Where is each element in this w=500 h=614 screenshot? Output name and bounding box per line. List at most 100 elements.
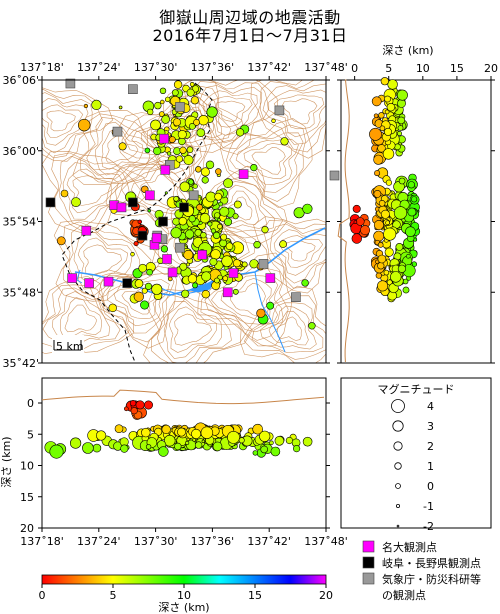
earthquake-marker (160, 99, 165, 105)
ns-earthquake-marker (405, 226, 416, 237)
earthquake-marker (137, 219, 143, 225)
contour-line (259, 80, 326, 153)
contour-line (86, 117, 161, 180)
station-gifu-nagano (158, 216, 168, 227)
ns-axis-title: 深さ (km) (382, 44, 433, 57)
ew-earthquake-marker (124, 406, 129, 412)
ew-depth-label: 20 (20, 522, 34, 535)
river-line (76, 269, 83, 284)
station-jma-nied (329, 170, 340, 181)
ns-earthquake-marker (360, 225, 371, 236)
earthquake-marker (200, 167, 210, 177)
ns-earthquake-marker (386, 102, 396, 112)
contour-line (118, 93, 213, 189)
station-jma-nied (112, 126, 123, 137)
map-lat-label: 36˚06' (2, 74, 39, 87)
station-gifu-nagano (45, 197, 56, 208)
colorbar-tick-label: 20 (319, 589, 333, 602)
ns-earthquake-marker (397, 116, 406, 125)
contour-line (95, 121, 151, 176)
ns-earthquake-marker (384, 247, 394, 257)
earthquake-marker (232, 213, 239, 220)
ns-topography (337, 79, 350, 363)
earthquake-marker (175, 155, 183, 163)
station-jma-nied (175, 242, 185, 253)
earthquake-marker (150, 119, 161, 131)
map-lon-label: 137˚36' (191, 61, 235, 74)
contour-line (286, 240, 316, 262)
ns-earthquake-marker (380, 77, 389, 86)
earthquake-marker (279, 240, 287, 248)
earthquake-marker (205, 160, 215, 170)
contour-line (143, 289, 253, 363)
earthquake-marker (130, 252, 135, 257)
earthquake-marker (223, 178, 233, 189)
magnitude-label: 1 (427, 460, 434, 473)
ns-earthquake-marker (379, 125, 386, 132)
station-nagoya-univ (84, 278, 94, 288)
contour-line (53, 219, 163, 302)
earthquake-marker (170, 227, 182, 239)
contour-line (251, 147, 286, 175)
ew-topography (41, 389, 325, 405)
contour-line (130, 167, 182, 212)
contour-line (100, 272, 175, 334)
contour-line (192, 81, 269, 149)
ew-earthquake-marker (252, 450, 259, 456)
magnitude-label: 4 (427, 400, 434, 413)
contour-line (72, 175, 112, 206)
ew-earthquake-marker (129, 400, 137, 407)
contour-line (219, 118, 313, 208)
contour-line (197, 252, 293, 347)
station-legend-swatch (362, 556, 375, 569)
contour-line (239, 285, 326, 363)
ew-earthquake-marker (270, 446, 281, 457)
earthquake-marker (171, 89, 179, 97)
ns-earthquake-marker (353, 220, 358, 224)
contour-line (150, 85, 240, 148)
contour-line (278, 235, 324, 268)
earthquake-marker (60, 189, 69, 198)
ns-depth-label: 0 (351, 62, 358, 75)
station-gifu-nagano (137, 230, 148, 241)
colorbar-title: 深さ (km) (158, 601, 209, 614)
earthquake-marker (195, 166, 202, 173)
ew-earthquake-marker (49, 444, 64, 459)
contour-line (259, 305, 317, 350)
ew-earthquake-marker (260, 445, 269, 454)
earthquake-marker (218, 201, 223, 207)
ns-earthquake-marker (377, 262, 385, 270)
ew-lon-label: 137˚30' (134, 535, 178, 548)
map-lon-label: 137˚42' (247, 61, 291, 74)
contour-line (72, 109, 178, 185)
contour-line (262, 220, 326, 289)
ew-earthquake-marker (135, 400, 145, 410)
earthquake-marker (118, 142, 127, 151)
contour-line (211, 184, 268, 229)
station-nagoya-univ (238, 169, 249, 179)
station-legend-swatch (362, 540, 375, 553)
scale-label: 5 km (56, 340, 84, 353)
station-nagoya-univ (265, 273, 276, 283)
ns-earthquake-marker (396, 131, 402, 137)
earthquake-marker (71, 197, 81, 207)
ew-earthquake-marker (191, 428, 202, 439)
contour-line (62, 221, 152, 301)
station-legend-label: の観測点 (382, 588, 426, 602)
earthquake-marker (179, 181, 191, 192)
contour-line (215, 100, 246, 122)
earthquake-marker (301, 279, 309, 287)
ew-earthquake-marker (145, 444, 152, 450)
station-nagoya-univ (162, 254, 172, 264)
colorbar-gradient (41, 574, 327, 585)
earthquake-marker (233, 200, 242, 209)
earthquake-marker (154, 101, 162, 110)
ew-earthquake-marker (259, 430, 271, 442)
ew-lon-label: 137˚36' (191, 535, 235, 548)
magnitude-label: -1 (423, 500, 434, 513)
station-nagoya-univ (116, 202, 127, 213)
earthquake-marker (201, 271, 212, 282)
earthquake-marker (56, 236, 66, 246)
ns-earthquake-marker (402, 278, 409, 285)
